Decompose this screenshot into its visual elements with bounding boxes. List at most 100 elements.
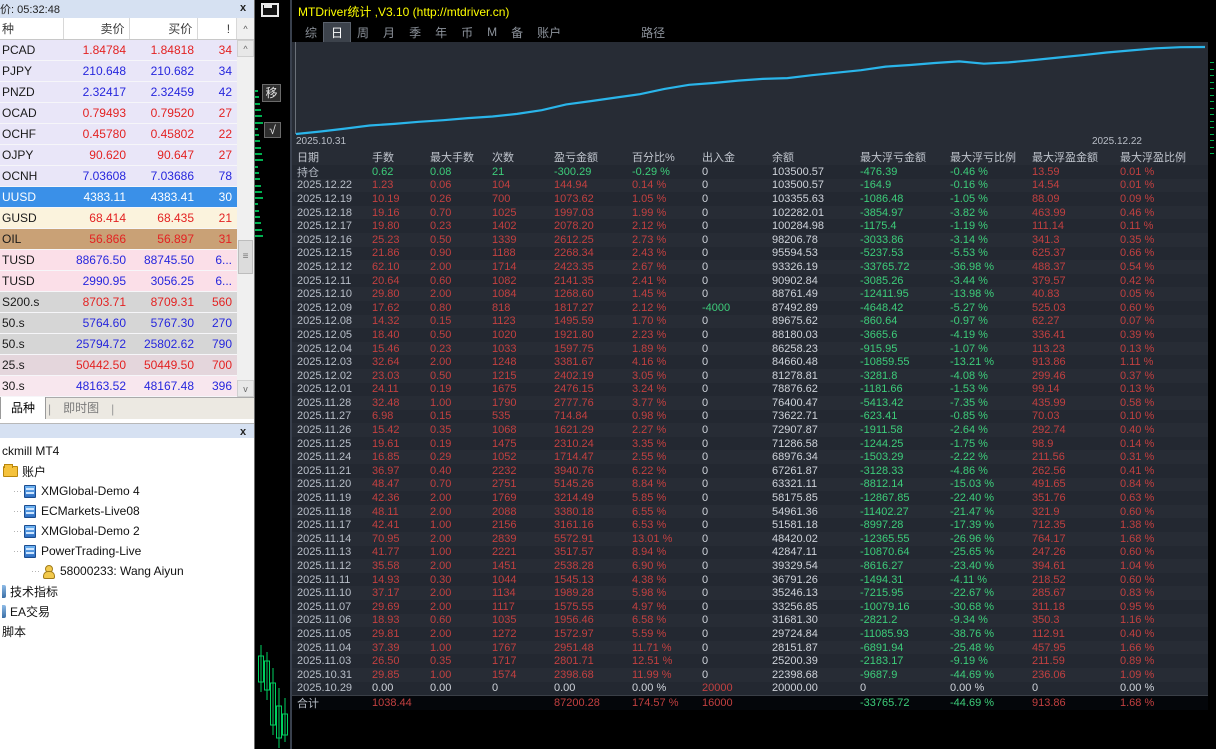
stats-table-row[interactable]: 2025.12.01 24.11 0.19 1675 2476.15 3.24 % 0 788… bbox=[292, 382, 1208, 397]
stats-column-header[interactable]: 盈亏金额 bbox=[554, 152, 598, 164]
stats-table-row[interactable]: 2025.11.07 29.69 2.00 1117 1575.55 4.97 % 0 332… bbox=[292, 600, 1208, 614]
stats-table-row[interactable]: 2025.11.25 19.61 0.19 1475 2310.24 3.35 % 0 712… bbox=[292, 436, 1208, 451]
market-watch-row[interactable]: 50.s 5764.60 5767.30 270 bbox=[0, 313, 254, 334]
market-watch-row[interactable]: GUSD 68.414 68.435 21 bbox=[0, 208, 254, 229]
stats-table-row[interactable]: 2025.12.18 19.16 0.70 1025 1997.03 1.99 % 0 102… bbox=[292, 205, 1208, 220]
market-watch-row[interactable]: OJPY 90.620 90.647 27 bbox=[0, 145, 254, 166]
stats-table-row[interactable]: 2025.12.05 18.40 0.50 1020 1921.80 2.23 % 0 881… bbox=[292, 328, 1208, 342]
stats-table-row[interactable]: 2025.11.11 14.93 0.30 1044 1545.13 4.38 % 0 367… bbox=[292, 572, 1208, 587]
tab-symbols[interactable]: 品种 bbox=[0, 396, 47, 419]
market-watch-scrollbar[interactable]: ^ ≡ v bbox=[237, 40, 254, 397]
menu-item-季[interactable]: 季 bbox=[409, 25, 422, 40]
nav-item[interactable]: ⋯ 58000233: Wang Aiyun bbox=[0, 561, 254, 581]
column-symbol[interactable]: 种 bbox=[0, 18, 64, 39]
stats-table-row[interactable]: 2025.11.19 42.36 2.00 1769 3214.49 5.85 % 0 581… bbox=[292, 491, 1208, 505]
nav-item[interactable]: ckmill MT4 bbox=[0, 441, 254, 461]
stats-column-header[interactable]: 最大浮亏金额 bbox=[860, 152, 926, 164]
menu-item-path[interactable]: 路径 bbox=[641, 25, 666, 40]
stats-table-row[interactable]: 2025.12.03 32.64 2.00 1248 3381.67 4.16 % 0 846… bbox=[292, 355, 1208, 369]
stats-table-row[interactable]: 2025.12.22 1.23 0.06 104 144.94 0.14 % 0 103500… bbox=[292, 178, 1208, 193]
stats-table-row[interactable]: 2025.11.27 6.98 0.15 535 714.84 0.98 % 0 73622.… bbox=[292, 409, 1208, 424]
market-watch-row[interactable]: OCHF 0.45780 0.45802 22 bbox=[0, 124, 254, 145]
menu-item-账户[interactable]: 账户 bbox=[537, 25, 562, 40]
stats-table-row[interactable]: 2025.11.24 16.85 0.29 1052 1714.47 2.55 % 0 689… bbox=[292, 450, 1208, 465]
scroll-thumb[interactable]: ≡ bbox=[238, 240, 253, 274]
stats-table-row[interactable]: 2025.11.06 18.93 0.60 1035 1956.46 6.58 % 0 316… bbox=[292, 613, 1208, 628]
market-watch-row[interactable]: 50.s 25794.72 25802.62 790 bbox=[0, 334, 254, 355]
menu-item-M[interactable]: M bbox=[487, 25, 498, 39]
nav-item[interactable]: ⋯ XMGlobal-Demo 4 bbox=[0, 481, 254, 501]
stats-table-row[interactable]: 2025.11.17 42.41 1.00 2156 3161.16 6.53 % 0 515… bbox=[292, 518, 1208, 533]
market-watch-row[interactable]: 30.s 48163.52 48167.48 396 bbox=[0, 376, 254, 397]
scroll-up-icon[interactable]: ^ bbox=[237, 40, 254, 57]
stats-table-row[interactable]: 2025.10.29 0.00 0.00 0 0.00 0.00 % 20000 20000.… bbox=[292, 681, 1208, 696]
stats-column-header[interactable]: 余额 bbox=[772, 152, 794, 164]
tab-tick-chart[interactable]: 即时图 bbox=[63, 401, 100, 415]
menu-item-年[interactable]: 年 bbox=[435, 25, 448, 40]
column-ask[interactable]: 买价 bbox=[130, 18, 199, 39]
stats-table-row[interactable]: 2025.12.16 25.23 0.50 1339 2612.25 2.73 % 0 982… bbox=[292, 232, 1208, 247]
stats-column-header[interactable]: 日期 bbox=[297, 152, 319, 164]
market-watch-row[interactable]: PJPY 210.648 210.682 34 bbox=[0, 61, 254, 82]
column-bid[interactable]: 卖价 bbox=[64, 18, 131, 39]
menu-item-月[interactable]: 月 bbox=[383, 25, 396, 40]
nav-item[interactable]: ⋯ PowerTrading-Live bbox=[0, 541, 254, 561]
stats-column-header[interactable]: 百分比% bbox=[632, 152, 675, 164]
stats-table-row[interactable]: 2025.11.04 37.39 1.00 1767 2951.48 11.71 % 0 28… bbox=[292, 640, 1208, 655]
market-watch-row[interactable]: PCAD 1.84784 1.84818 34 bbox=[0, 40, 254, 61]
stats-column-header[interactable]: 手数 bbox=[372, 152, 394, 164]
stats-table-row[interactable]: 2025.10.31 29.85 1.00 1574 2398.68 11.99 % 0 22… bbox=[292, 667, 1208, 682]
market-watch-row[interactable]: OCAD 0.79493 0.79520 27 bbox=[0, 103, 254, 124]
nav-item[interactable]: EA交易 bbox=[0, 601, 254, 621]
market-watch-row[interactable]: TUSD 88676.50 88745.50 6... bbox=[0, 250, 254, 271]
market-watch-row[interactable]: TUSD 2990.95 3056.25 6... bbox=[0, 271, 254, 292]
market-watch-row[interactable]: S200.s 8703.71 8709.31 560 bbox=[0, 292, 254, 313]
move-tool-button[interactable]: 移 bbox=[262, 84, 281, 102]
stats-table-row[interactable]: 2025.11.20 48.47 0.70 2751 5145.26 8.84 % 0 633… bbox=[292, 477, 1208, 492]
market-watch-row[interactable]: OIL 56.866 56.897 31 bbox=[0, 229, 254, 250]
stats-table-row[interactable]: 2025.12.04 15.46 0.23 1033 1597.75 1.89 % 0 862… bbox=[292, 341, 1208, 356]
stats-total-row[interactable]: 合计 1038.44 87200.28 174.57 % 16000 -33765.72 -… bbox=[292, 695, 1208, 711]
stats-table-row[interactable]: 2025.11.05 29.81 2.00 1272 1572.97 5.59 % 0 297… bbox=[292, 627, 1208, 641]
market-watch-row[interactable]: UUSD 4383.11 4383.41 30 bbox=[0, 187, 254, 208]
stats-table-row[interactable]: 2025.11.10 37.17 2.00 1134 1989.28 5.98 % 0 352… bbox=[292, 586, 1208, 600]
stats-table-row[interactable]: 2025.11.21 36.97 0.40 2232 3940.76 6.22 % 0 672… bbox=[292, 464, 1208, 478]
menu-item-周[interactable]: 周 bbox=[357, 25, 370, 40]
stats-table-row[interactable]: 2025.11.26 15.42 0.35 1068 1621.29 2.27 % 0 729… bbox=[292, 423, 1208, 437]
stats-table-row[interactable]: 2025.11.13 41.77 1.00 2221 3517.57 8.94 % 0 428… bbox=[292, 545, 1208, 560]
navigator-titlebar[interactable]: x bbox=[0, 423, 254, 438]
stats-column-header[interactable]: 出入金 bbox=[702, 152, 735, 164]
stats-table-row[interactable]: 2025.11.03 26.50 0.35 1717 2801.71 12.51 % 0 25… bbox=[292, 654, 1208, 668]
nav-item[interactable]: 脚本 bbox=[0, 621, 254, 641]
scroll-down-icon[interactable]: v bbox=[237, 380, 254, 397]
market-watch-row[interactable]: OCNH 7.03608 7.03686 78 bbox=[0, 166, 254, 187]
menu-item-综[interactable]: 综 bbox=[305, 25, 318, 40]
stats-column-header[interactable]: 次数 bbox=[492, 152, 514, 164]
restore-window-icon[interactable] bbox=[261, 3, 279, 17]
market-watch-row[interactable]: PNZD 2.32417 2.32459 42 bbox=[0, 82, 254, 103]
stats-table-row[interactable]: 2025.12.10 29.80 2.00 1084 1268.60 1.45 % 0 887… bbox=[292, 287, 1208, 301]
menu-item-币[interactable]: 币 bbox=[461, 25, 474, 40]
nav-item[interactable]: ⋯ ECMarkets-Live08 bbox=[0, 501, 254, 521]
menu-item-日[interactable]: 日 bbox=[323, 21, 352, 43]
stats-table-row[interactable]: 2025.12.09 17.62 0.80 818 1817.27 2.12 % -4000… bbox=[292, 300, 1208, 315]
stats-table-row[interactable]: 2025.12.15 21.86 0.90 1188 2268.34 2.43 % 0 955… bbox=[292, 246, 1208, 261]
stats-table-row[interactable]: 2025.11.18 48.11 2.00 2088 3380.18 6.55 % 0 549… bbox=[292, 504, 1208, 519]
stats-table-row[interactable]: 2025.12.19 10.19 0.26 700 1073.62 1.05 % 0 1033… bbox=[292, 192, 1208, 206]
stats-table-row[interactable]: 2025.11.28 32.48 1.00 1790 2777.76 3.77 % 0 764… bbox=[292, 396, 1208, 410]
market-watch-row[interactable]: 25.s 50442.50 50449.50 700 bbox=[0, 355, 254, 376]
nav-item[interactable]: ⋯ XMGlobal-Demo 2 bbox=[0, 521, 254, 541]
menu-item-备[interactable]: 备 bbox=[511, 25, 524, 40]
stats-table-row[interactable]: 2025.12.11 20.64 0.60 1082 2141.35 2.41 % 0 909… bbox=[292, 273, 1208, 288]
scroll-up-icon[interactable]: ^ bbox=[237, 18, 254, 39]
nav-item[interactable]: 账户 bbox=[0, 461, 254, 481]
stats-table-row[interactable]: 持仓 0.62 0.08 21 -300.29 -0.29 % 0 103500.57 -476… bbox=[292, 165, 1208, 179]
stats-column-header[interactable]: 最大浮盈比例 bbox=[1120, 152, 1186, 164]
stats-table-row[interactable]: 2025.12.02 23.03 0.50 1215 2402.19 3.05 % 0 812… bbox=[292, 368, 1208, 383]
nav-item[interactable]: 技术指标 bbox=[0, 581, 254, 601]
stats-table-row[interactable]: 2025.11.14 70.95 2.00 2839 5572.91 13.01 % 0 48… bbox=[292, 532, 1208, 546]
stats-column-header[interactable]: 最大手数 bbox=[430, 152, 474, 164]
market-watch-titlebar[interactable]: 价: 05:32:48 x bbox=[0, 0, 254, 18]
stats-table-row[interactable]: 2025.11.12 35.58 2.00 1451 2538.28 6.90 % 0 393… bbox=[292, 559, 1208, 573]
stats-table-row[interactable]: 2025.12.12 62.10 2.00 1714 2423.35 2.67 % 0 933… bbox=[292, 260, 1208, 274]
